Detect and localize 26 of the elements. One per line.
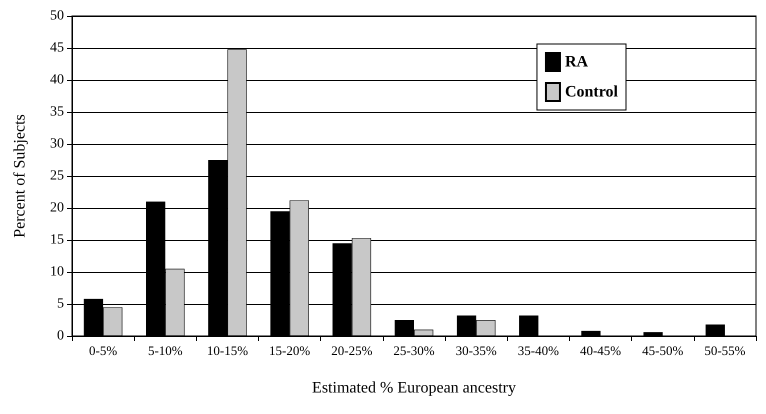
x-tick-label: 20-25% — [331, 343, 373, 358]
y-axis-title: Percent of Subjects — [12, 114, 28, 238]
y-tick-label: 25 — [50, 168, 64, 184]
y-tick-label: 30 — [50, 136, 64, 152]
y-tick-label: 50 — [50, 8, 64, 24]
x-tick-label: 50-55% — [704, 343, 746, 358]
y-tick-label: 20 — [50, 200, 64, 216]
x-tick-label: 15-20% — [269, 343, 310, 358]
legend-label: Control — [564, 84, 619, 100]
x-tick-label: 0-5% — [89, 343, 118, 358]
x-tick-label: 40-45% — [580, 343, 622, 358]
x-tick-label: 45-50% — [642, 343, 684, 358]
x-tick-label: 35-40% — [518, 343, 560, 358]
x-tick-label: 5-10% — [148, 343, 183, 358]
y-tick-label: 40 — [50, 72, 64, 88]
y-tick-label: 10 — [50, 264, 64, 280]
x-axis-title: Estimated % European ancestry — [312, 380, 516, 396]
y-tick-label: 5 — [57, 296, 64, 312]
x-tick-label: 25-30% — [393, 343, 435, 358]
x-tick-label: 10-15% — [206, 343, 248, 358]
y-tick-label: 0 — [57, 328, 64, 344]
y-tick-label: 15 — [50, 232, 64, 248]
y-tick-label: 45 — [50, 40, 64, 56]
legend-label: RA — [564, 54, 589, 70]
x-tick-label: 30-35% — [456, 343, 497, 358]
y-tick-label: 35 — [50, 104, 64, 120]
